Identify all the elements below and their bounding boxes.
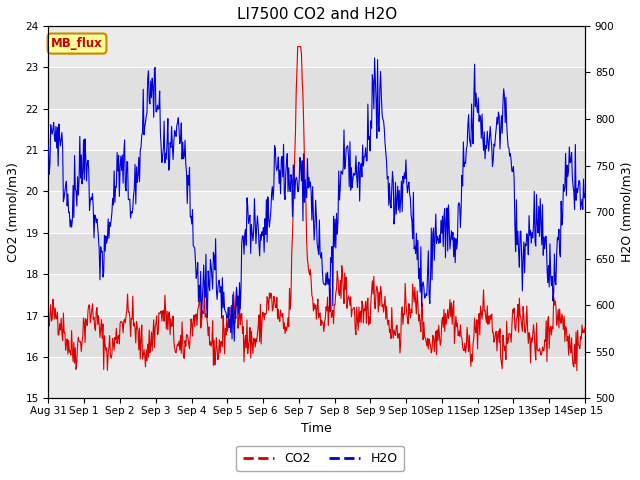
X-axis label: Time: Time — [301, 421, 332, 435]
Y-axis label: H2O (mmol/m3): H2O (mmol/m3) — [620, 162, 633, 263]
Legend: CO2, H2O: CO2, H2O — [236, 446, 404, 471]
Y-axis label: CO2 (mmol/m3): CO2 (mmol/m3) — [7, 162, 20, 262]
Bar — [49, 357, 585, 398]
Bar — [49, 26, 585, 67]
Text: MB_flux: MB_flux — [51, 37, 103, 50]
Title: LI7500 CO2 and H2O: LI7500 CO2 and H2O — [237, 7, 397, 22]
Bar — [49, 192, 585, 233]
Bar — [49, 274, 585, 316]
Bar — [49, 108, 585, 150]
